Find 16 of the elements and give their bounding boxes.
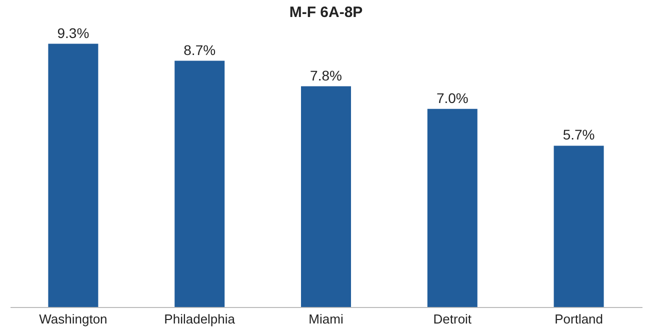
bar xyxy=(554,146,604,307)
data-label: 9.3% xyxy=(57,24,90,41)
chart-title: M-F 6A-8P xyxy=(289,4,363,21)
bar xyxy=(48,44,98,307)
data-label: 7.8% xyxy=(310,67,342,84)
bar xyxy=(427,108,478,307)
data-label: 8.7% xyxy=(184,42,216,58)
data-label: 5.7% xyxy=(562,126,595,143)
x-tick-label: Portland xyxy=(554,312,604,326)
data-label: 7.0% xyxy=(436,90,468,106)
bar xyxy=(301,86,351,307)
x-tick-label: Miami xyxy=(308,312,344,326)
bar xyxy=(174,60,225,307)
x-tick-label: Philadelphia xyxy=(164,312,236,326)
x-tick-label: Detroit xyxy=(433,312,472,326)
x-tick-label: Washington xyxy=(39,312,108,326)
